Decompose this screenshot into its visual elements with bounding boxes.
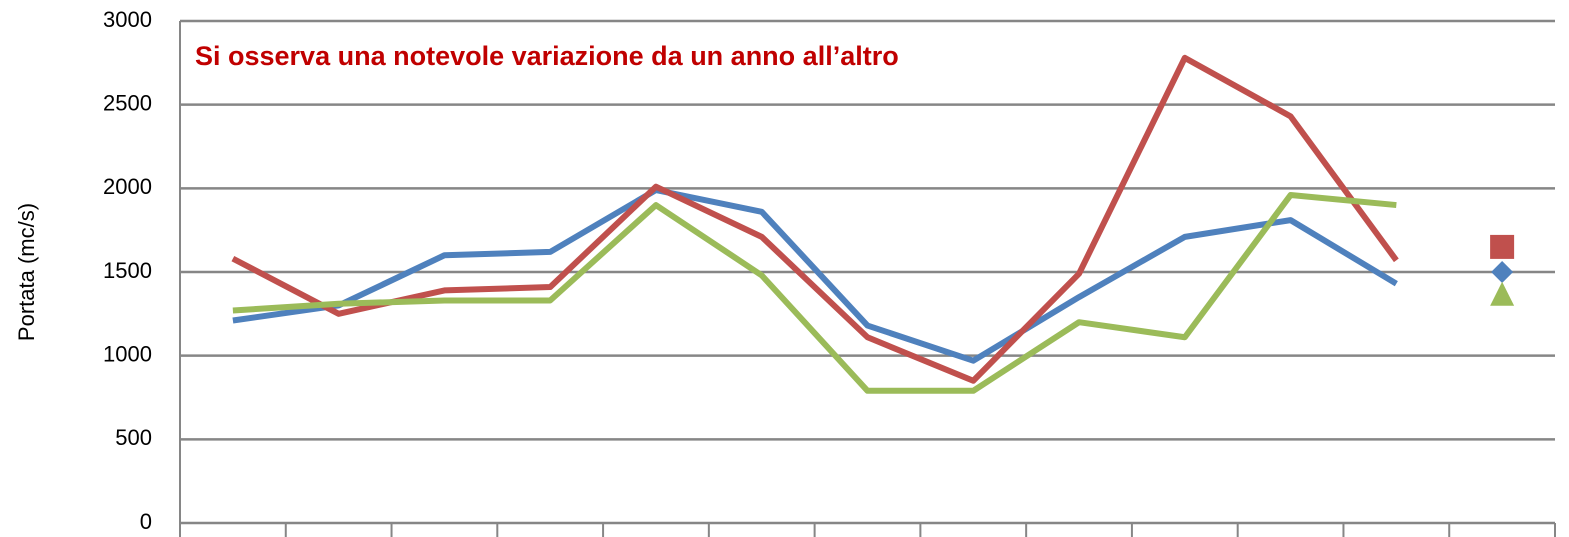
series-line [232, 192, 1397, 394]
y-tick-label: 1000 [103, 341, 152, 366]
series-line [231, 54, 1399, 384]
y-tick-label: 3000 [103, 7, 152, 32]
y-axis-label: Portata (mc/s) [14, 203, 39, 341]
annotation: Si osserva una notevole variazione da un… [195, 41, 899, 71]
series-line [232, 187, 1398, 364]
marker [1491, 261, 1514, 283]
marker [1490, 234, 1515, 259]
y-tick-label: 0 [140, 509, 152, 534]
y-tick-label: 500 [115, 425, 152, 450]
y-tick-label: 1500 [103, 258, 152, 283]
y-tick-label: 2000 [103, 174, 152, 199]
marker [1490, 281, 1515, 306]
y-tick-label: 2500 [103, 90, 152, 115]
